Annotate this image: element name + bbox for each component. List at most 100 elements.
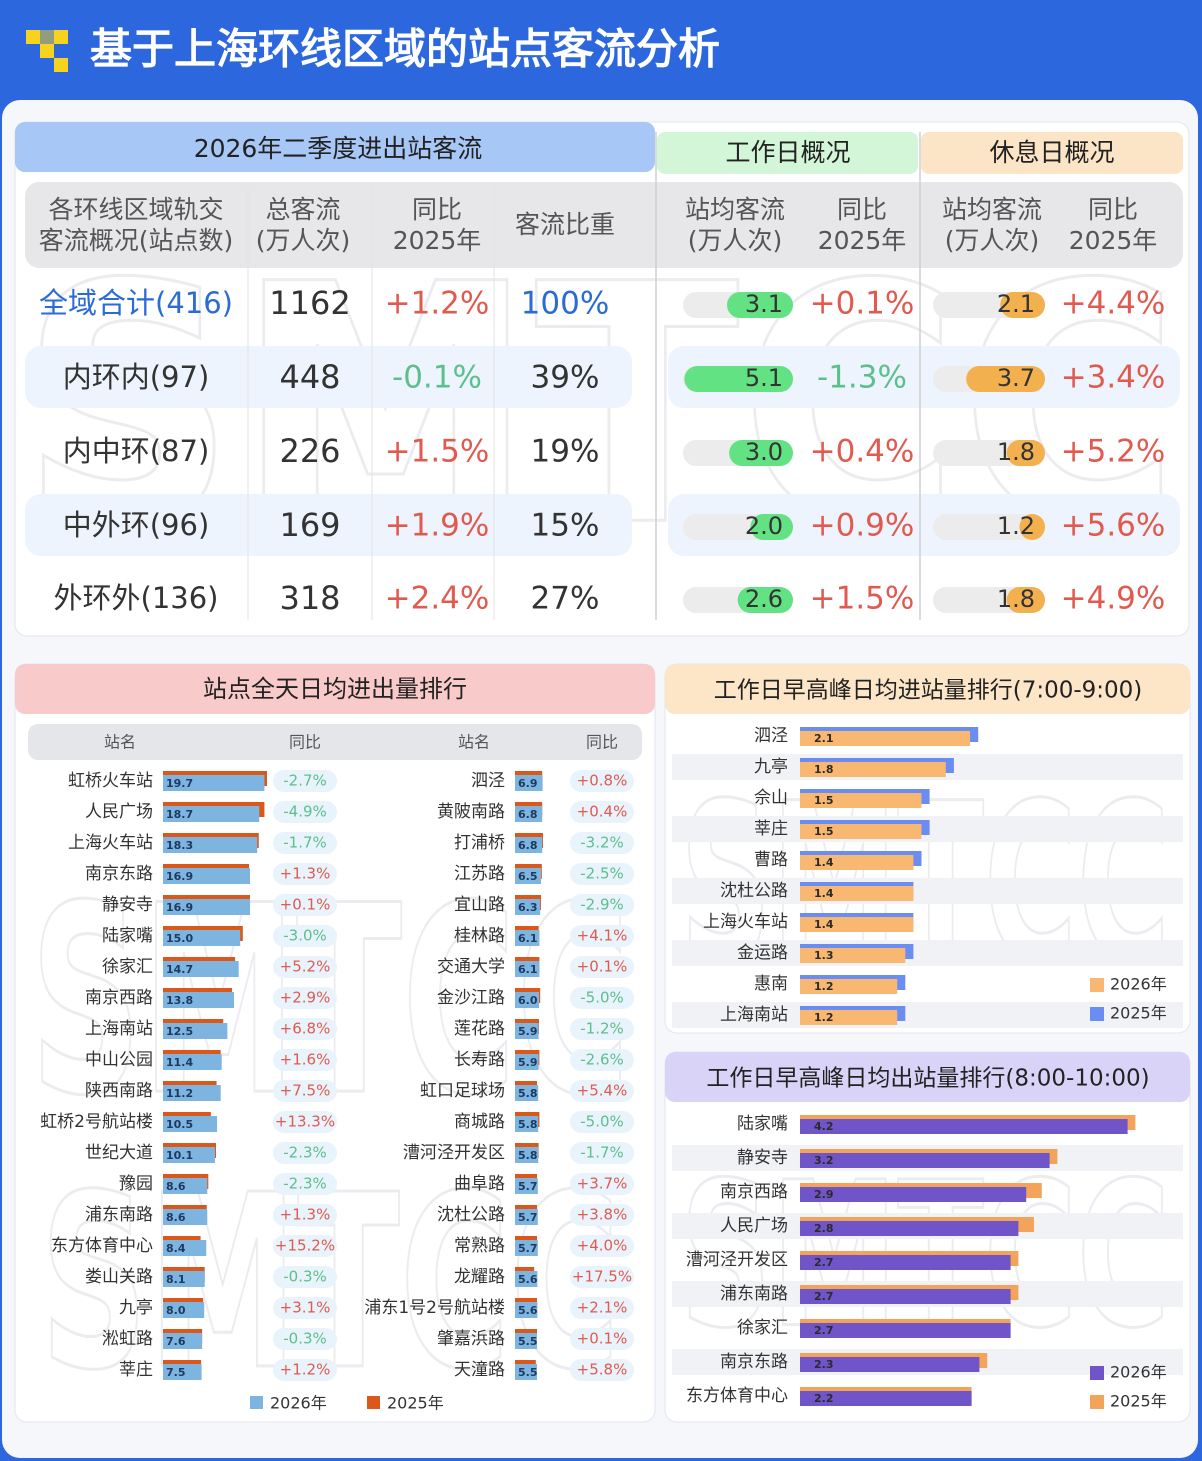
pill-bar bbox=[1000, 292, 1045, 318]
bar-2026 bbox=[515, 1054, 539, 1070]
yoy: -1.7% bbox=[283, 834, 327, 852]
total-flow: 318 bbox=[279, 579, 340, 617]
bar-2026 bbox=[163, 930, 241, 946]
pill-bar bbox=[684, 366, 793, 392]
legend-swatch bbox=[1090, 1366, 1104, 1380]
region-name: 全域合计(416) bbox=[39, 286, 233, 320]
section-title: 工作日早高峰日均出站量排行(8:00-10:00) bbox=[706, 1066, 1149, 1092]
bar-2026 bbox=[800, 1187, 1027, 1202]
bar-label: 6.8 bbox=[518, 839, 538, 852]
yoy: +1.2% bbox=[385, 286, 490, 322]
total-flow: 448 bbox=[279, 358, 340, 396]
bar-2026 bbox=[800, 917, 914, 932]
station-name: 金运路 bbox=[737, 943, 788, 963]
column-header: 总客流 bbox=[265, 195, 340, 224]
bar-label: 11.4 bbox=[166, 1056, 193, 1069]
yoy-pill bbox=[570, 863, 634, 885]
bar-2026 bbox=[515, 992, 539, 1008]
yoy-pill bbox=[273, 1080, 337, 1102]
bar-label: 1.5 bbox=[814, 794, 834, 807]
share: 19% bbox=[531, 434, 600, 470]
yoy-pill bbox=[273, 1018, 337, 1040]
page-title: 基于上海环线区域的站点客流分析 bbox=[90, 25, 720, 74]
yoy-pill bbox=[570, 801, 634, 823]
row-stripe bbox=[25, 346, 632, 408]
yoy-pill bbox=[273, 894, 337, 916]
column-header: 2025年 bbox=[1069, 226, 1158, 255]
bar-2026 bbox=[515, 775, 543, 791]
pill-label: 2.1 bbox=[997, 290, 1035, 318]
yoy-pill bbox=[570, 1235, 634, 1257]
bar-label: 8.1 bbox=[166, 1273, 186, 1286]
yoy-pill bbox=[570, 925, 634, 947]
yoy-pill bbox=[273, 863, 337, 885]
total-flow: 169 bbox=[279, 506, 340, 544]
yoy: +0.4% bbox=[577, 803, 628, 821]
yoy-pill bbox=[273, 770, 337, 792]
bar-2026 bbox=[163, 868, 251, 884]
yoy: +3.8% bbox=[577, 1206, 628, 1224]
bar-2026 bbox=[800, 1119, 1128, 1134]
bar-2026 bbox=[163, 1085, 221, 1101]
column-header: 同比 bbox=[412, 195, 462, 224]
bar-2026 bbox=[163, 1333, 203, 1349]
bar-2026 bbox=[515, 806, 543, 822]
station-name: 浦东南路 bbox=[720, 1284, 788, 1304]
station-name: 东方体育中心 bbox=[686, 1386, 788, 1406]
bar-2026 bbox=[515, 1116, 539, 1132]
bar-2026 bbox=[515, 961, 540, 977]
pill-label: 1.8 bbox=[997, 585, 1035, 613]
bar-2026 bbox=[800, 979, 898, 994]
row-stripe bbox=[668, 346, 1180, 408]
station-name: 静安寺 bbox=[102, 895, 153, 915]
pill-bar bbox=[1006, 587, 1045, 613]
legend-swatch bbox=[250, 1396, 263, 1409]
column-header: (万人次) bbox=[256, 226, 351, 255]
bar-label: 13.8 bbox=[166, 994, 193, 1007]
bar-2026 bbox=[515, 1085, 539, 1101]
yoy-pill bbox=[273, 832, 337, 854]
bar-2026 bbox=[163, 1054, 222, 1070]
section-header bbox=[665, 1052, 1190, 1102]
station-name: 上海火车站 bbox=[703, 912, 788, 932]
section-header bbox=[15, 664, 655, 714]
bar-label: 1.4 bbox=[814, 887, 834, 900]
yoy: -1.7% bbox=[580, 1144, 624, 1162]
bar-label: 5.5 bbox=[518, 1335, 538, 1348]
yoy: -2.5% bbox=[580, 865, 624, 883]
yoy-pill bbox=[273, 956, 337, 978]
station-name: 徐家汇 bbox=[102, 957, 153, 977]
bar-2026 bbox=[800, 731, 971, 746]
pill-label: 2.0 bbox=[745, 512, 783, 540]
bar-2026 bbox=[163, 775, 265, 791]
yoy: +0.8% bbox=[577, 772, 628, 790]
yoy: -2.6% bbox=[580, 1051, 624, 1069]
bar-2026 bbox=[515, 1178, 538, 1194]
station-name: 南京东路 bbox=[720, 1352, 788, 1372]
yoy: +1.2% bbox=[280, 1361, 331, 1379]
bar-2026 bbox=[163, 1209, 208, 1225]
bar-label: 1.2 bbox=[814, 1011, 834, 1024]
station-name: 人民广场 bbox=[85, 802, 153, 822]
legend-swatch bbox=[367, 1396, 380, 1409]
pill-bar bbox=[966, 366, 1045, 392]
station-name: 莲花路 bbox=[454, 1019, 505, 1039]
yoy: +1.3% bbox=[280, 1206, 331, 1224]
yoy: +4.9% bbox=[1061, 581, 1166, 617]
bar-2026 bbox=[163, 1240, 207, 1256]
yoy: -2.3% bbox=[283, 1144, 327, 1162]
yoy-pill bbox=[273, 1111, 337, 1133]
bar-label: 14.7 bbox=[166, 963, 193, 976]
bar-label: 5.7 bbox=[518, 1211, 538, 1224]
station-name: 上海南站 bbox=[85, 1019, 153, 1039]
column-header: 同比 bbox=[837, 195, 887, 224]
legend-label: 2026年 bbox=[1110, 1363, 1167, 1382]
bar-label: 1.2 bbox=[814, 980, 834, 993]
column-header: 客流比重 bbox=[515, 210, 615, 239]
yoy: +4.4% bbox=[1061, 286, 1166, 322]
yoy-pill bbox=[570, 1142, 634, 1164]
bar-label: 8.6 bbox=[166, 1180, 186, 1193]
section-header bbox=[15, 122, 655, 172]
yoy: +3.1% bbox=[280, 1299, 331, 1317]
bar-label: 5.6 bbox=[518, 1304, 538, 1317]
